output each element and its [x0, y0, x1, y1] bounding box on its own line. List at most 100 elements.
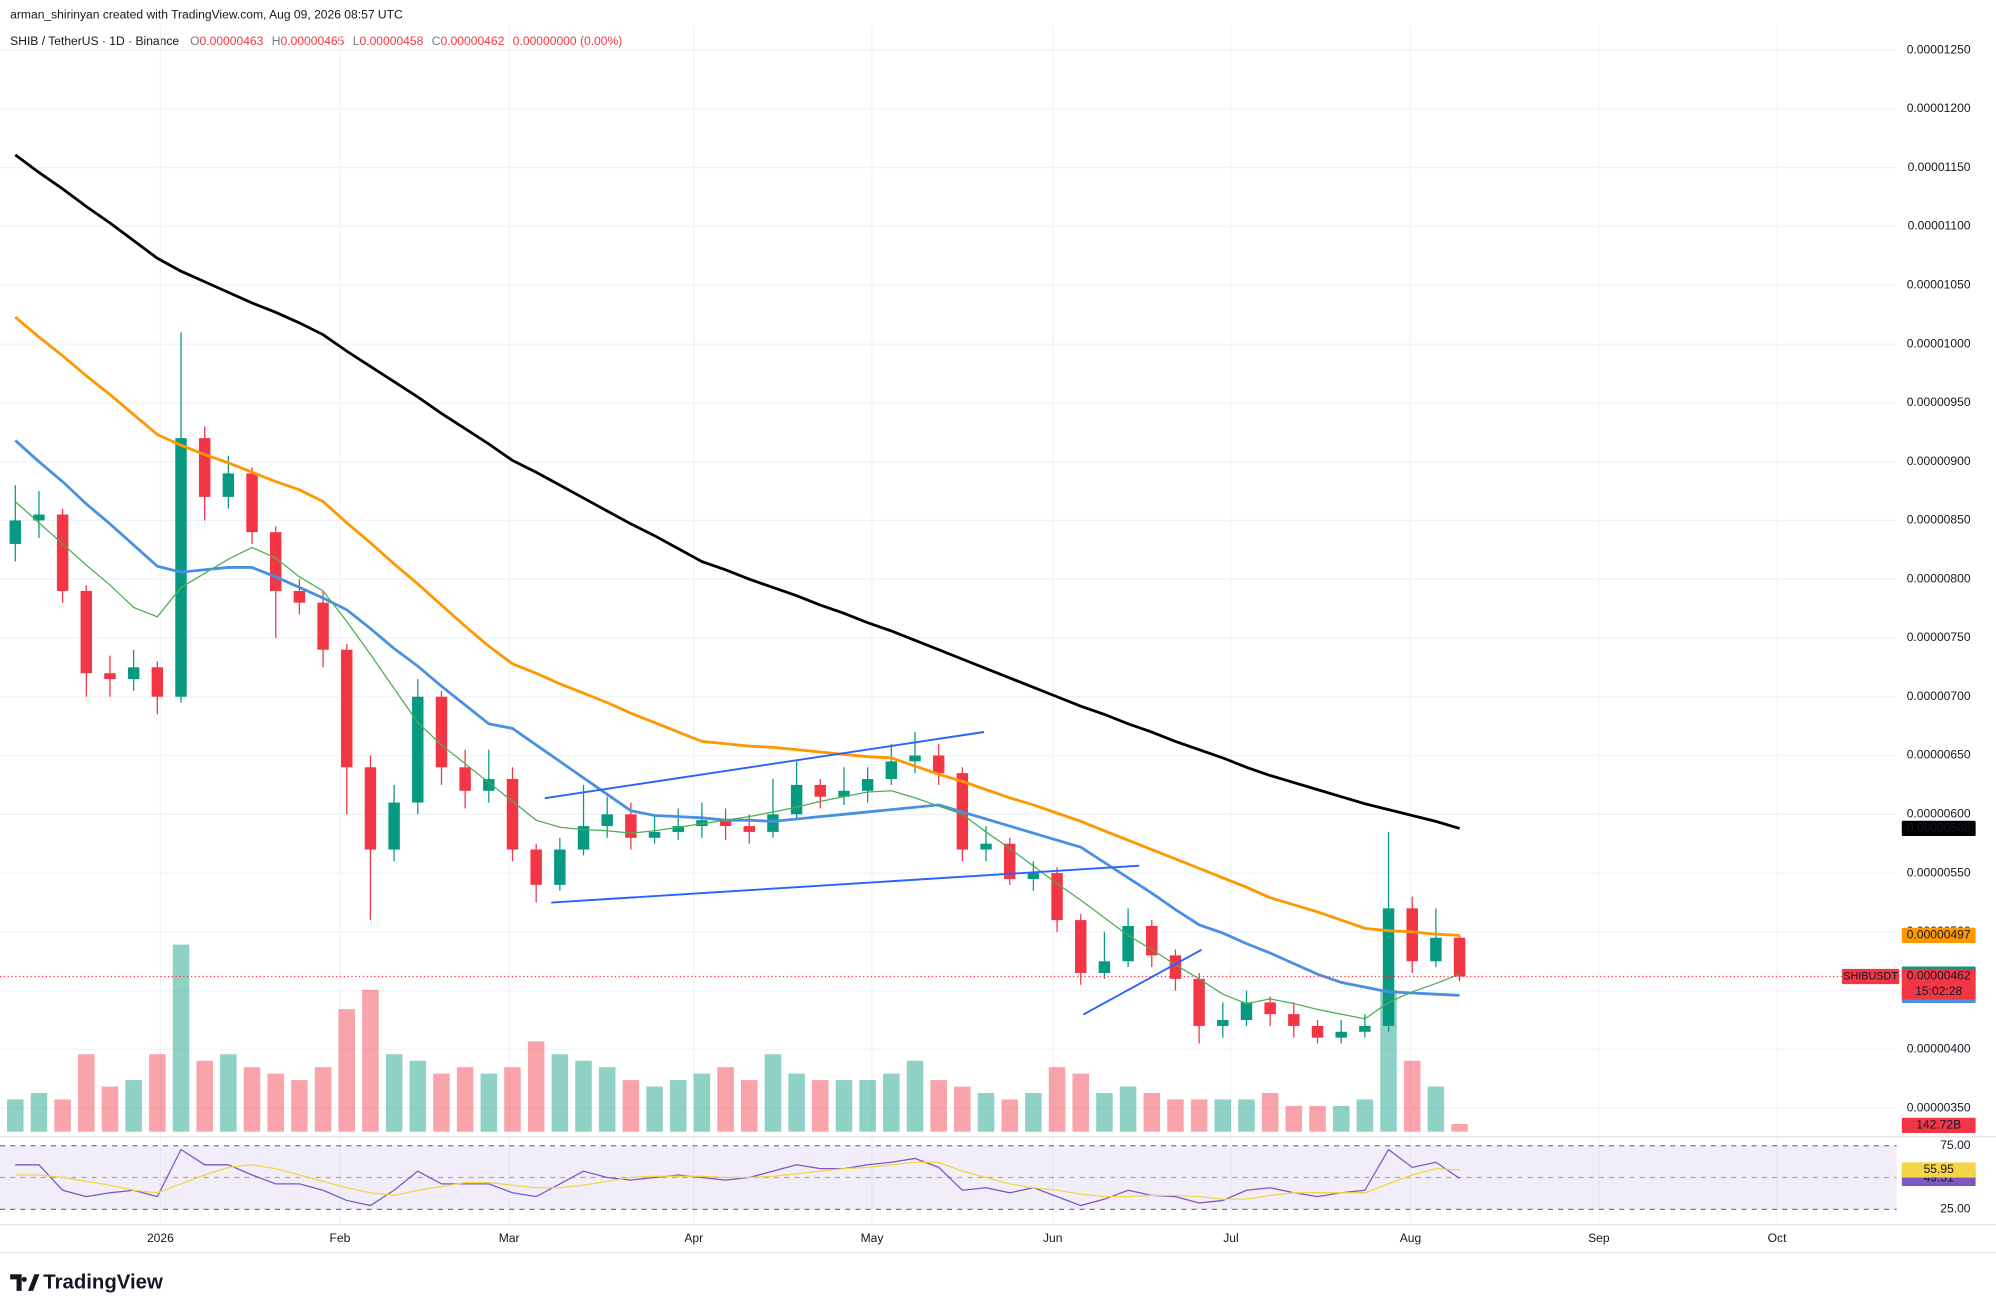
- candle-body: [885, 761, 898, 780]
- candle-body: [175, 438, 187, 697]
- candle-body: [506, 779, 519, 850]
- volume-bar: [456, 1067, 474, 1132]
- candle-body: [672, 826, 684, 832]
- candle-body: [743, 826, 755, 832]
- volume-bar: [1096, 1092, 1113, 1132]
- candle-body: [1003, 843, 1016, 879]
- candle-body: [1122, 925, 1134, 962]
- candle-body: [341, 649, 353, 768]
- volume-bar: [1403, 1060, 1421, 1132]
- candle-body: [198, 438, 211, 497]
- volume-bar: [859, 1080, 876, 1132]
- candle-body: [1051, 873, 1063, 921]
- candle-body: [1146, 925, 1158, 956]
- moving-average: [14, 501, 1460, 1020]
- candle-body: [317, 602, 329, 650]
- candle-body: [625, 814, 637, 838]
- marks: 0.000003500.000004000.000004500.00000500…: [0, 25, 1971, 1245]
- candle-body: [1335, 1031, 1347, 1038]
- badges: 0.000005880.000004970.000004460.00000464…: [1841, 820, 1976, 1187]
- candle-body: [1359, 1025, 1371, 1032]
- candle-body: [104, 673, 116, 680]
- x-tick-label: Jul: [1223, 1231, 1238, 1245]
- high: 0.00000465: [281, 34, 345, 48]
- y-tick-label: 0.00001100: [1908, 219, 1971, 233]
- moving-average: [14, 315, 1460, 937]
- volume-bar: [906, 1060, 924, 1132]
- candle-body: [1382, 908, 1395, 1026]
- logo-icon: [10, 1274, 40, 1291]
- candle-body: [412, 696, 424, 803]
- volume-bar: [291, 1080, 308, 1132]
- volume-bar: [1309, 1105, 1326, 1132]
- volume-bar: [78, 1054, 95, 1132]
- x-tick-label: Mar: [499, 1231, 520, 1245]
- symbol-badge-label: SHIBUSDT: [1843, 970, 1898, 982]
- volume-bar: [1427, 1086, 1445, 1132]
- candle-body: [980, 843, 992, 850]
- volume-bar: [125, 1080, 142, 1132]
- volume-bar: [409, 1060, 427, 1132]
- y-tick-label: 0.00000400: [1907, 1042, 1971, 1056]
- drawings: [544, 731, 1203, 1016]
- candle-body: [80, 590, 93, 674]
- rsi-line: [15, 1161, 1460, 1200]
- volume-bar: [54, 1099, 71, 1132]
- volume-bar: [977, 1092, 995, 1132]
- symbol: SHIB / TetherUS · 1D · Binance: [10, 34, 179, 48]
- candle-body: [1169, 955, 1182, 979]
- volume-bar: [717, 1067, 734, 1132]
- close: 0.00000462: [441, 34, 505, 48]
- candle-body: [932, 755, 945, 774]
- price-badge-label: 0.00000462: [1907, 969, 1971, 983]
- candle-body: [9, 520, 22, 544]
- candle-body: [577, 826, 590, 850]
- volume-bar: [149, 1054, 166, 1132]
- candle-body: [1406, 908, 1418, 962]
- candle-body: [1240, 1002, 1253, 1021]
- y-tick-label: 0.00001000: [1907, 336, 1971, 350]
- rsi-badge-label: 55.95: [1924, 1162, 1955, 1176]
- x-tick-label: Sep: [1588, 1231, 1610, 1245]
- logo-text: TradingView: [43, 1272, 163, 1294]
- volume-bar: [930, 1080, 947, 1132]
- candle-body: [909, 755, 921, 762]
- x-tick-label: Apr: [684, 1231, 703, 1245]
- volume-bar: [646, 1086, 663, 1132]
- volume-bar: [385, 1054, 403, 1132]
- candle-body: [293, 590, 306, 603]
- volume-bar: [1190, 1099, 1208, 1132]
- symbol-badge: [1841, 968, 1900, 985]
- volume-bar: [172, 944, 190, 1132]
- candle-body: [127, 667, 140, 680]
- candle-body: [838, 790, 850, 797]
- trend-line: [544, 731, 985, 800]
- volume-bar: [1261, 1092, 1279, 1132]
- trend-line: [551, 864, 1140, 904]
- price-badge: [1901, 820, 1976, 837]
- volume-bar: [740, 1080, 758, 1132]
- candle-body: [767, 814, 779, 832]
- price-badge: [1901, 927, 1976, 944]
- y-tick-label: 75.00: [1940, 1138, 1971, 1152]
- candle-body: [33, 514, 45, 521]
- candle-body: [483, 779, 495, 791]
- c-label: C: [432, 34, 441, 48]
- y-tick-label: 0.00000550: [1907, 865, 1971, 879]
- volume-badge-label: 142.72B: [1916, 1118, 1961, 1132]
- price-badge: [1901, 968, 1976, 1000]
- x-tick-label: 2026: [147, 1231, 174, 1245]
- volume-bar: [101, 1086, 119, 1132]
- volume-bar: [1025, 1092, 1042, 1132]
- volume-bar: [622, 1080, 640, 1132]
- x-tick-label: Aug: [1400, 1231, 1422, 1245]
- candle-body: [648, 831, 661, 838]
- volume-bar: [1119, 1086, 1137, 1132]
- y-tick-label: 0.00000600: [1907, 806, 1971, 820]
- candle-body: [554, 849, 566, 885]
- legend: SHIB / TetherUS · 1D · Binance O0.000004…: [10, 34, 622, 48]
- volume-bar: [1001, 1099, 1018, 1132]
- volume-bar: [669, 1080, 687, 1132]
